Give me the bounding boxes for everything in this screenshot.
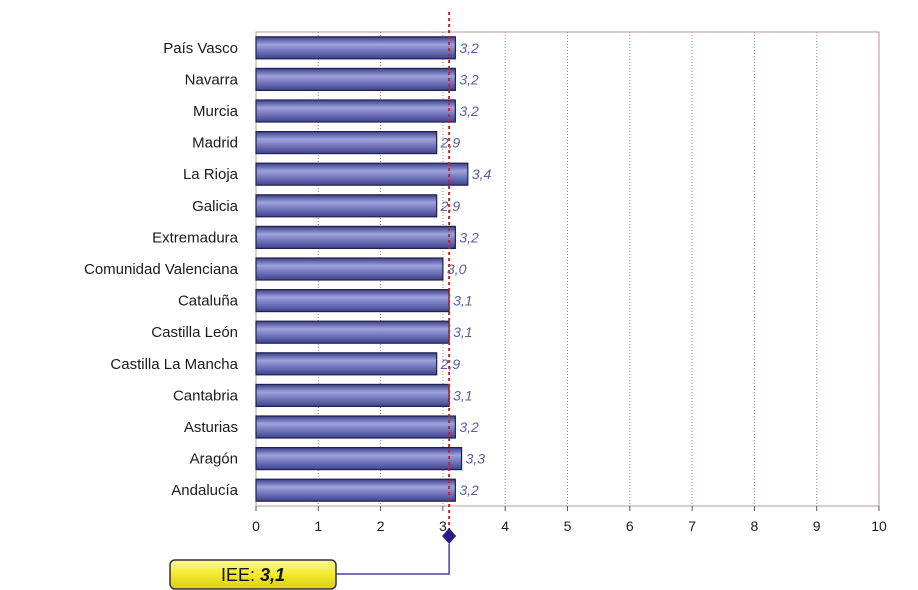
average-label-value: 3,1 <box>260 565 285 585</box>
x-tick-label: 4 <box>501 518 509 534</box>
x-tick-label: 6 <box>626 518 634 534</box>
average-marker <box>442 528 457 544</box>
data-label: 3,2 <box>459 482 479 498</box>
bar <box>255 289 450 313</box>
average-reference-group: IEE: 3,1 <box>169 12 457 590</box>
average-callout <box>169 559 337 590</box>
x-tick-label: 7 <box>688 518 696 534</box>
x-tick-label: 8 <box>751 518 759 534</box>
average-label-prefix: IEE: <box>221 565 260 585</box>
category-label: Castilla La Mancha <box>110 356 238 373</box>
data-label: 3,1 <box>453 293 472 309</box>
bar <box>255 162 469 186</box>
data-label: 3,1 <box>453 324 472 340</box>
x-tick-label: 2 <box>377 518 385 534</box>
data-label: 2,9 <box>440 356 461 372</box>
bar <box>255 478 456 502</box>
category-label: Andalucía <box>171 482 238 499</box>
x-axis-ticks-group: 0 1 2 3 4 5 6 7 8 9 10 <box>252 506 887 534</box>
bar <box>255 194 438 218</box>
category-label: Madrid <box>192 135 238 152</box>
category-label: Castilla León <box>151 324 238 341</box>
category-labels-group: País Vasco Navarra Murcia Madrid La Rioja Gal… <box>84 40 239 499</box>
data-label: 3,4 <box>472 166 492 182</box>
data-labels-group: 3,23,23,22,93,42,93,23,03,13,12,93,13,23… <box>440 40 492 498</box>
bar <box>255 67 456 92</box>
category-label: Extremadura <box>152 229 239 246</box>
bar <box>255 415 456 439</box>
category-label: País Vasco <box>163 40 238 57</box>
data-label: 3,2 <box>459 40 479 56</box>
category-label: Asturias <box>184 419 238 436</box>
x-tick-label: 10 <box>871 518 887 534</box>
callout-connector <box>336 544 451 575</box>
bar <box>255 36 456 60</box>
data-label: 3,2 <box>459 419 479 435</box>
category-label: Galicia <box>192 198 239 215</box>
category-label: La Rioja <box>183 166 239 183</box>
data-label: 3,2 <box>459 103 479 119</box>
data-label: 3,1 <box>453 387 472 403</box>
data-label: 3,0 <box>447 261 467 277</box>
x-tick-label: 1 <box>314 518 322 534</box>
bars-group <box>255 36 469 502</box>
x-tick-label: 0 <box>252 518 260 534</box>
category-label: Aragón <box>190 451 238 468</box>
x-tick-label: 3 <box>439 518 447 534</box>
data-label: 3,3 <box>466 451 486 467</box>
data-label: 2,9 <box>440 135 461 151</box>
bar <box>255 225 456 249</box>
category-label: Navarra <box>185 71 239 88</box>
category-label: Murcia <box>193 103 239 120</box>
average-callout-label: IEE: 3,1 <box>221 565 285 585</box>
bar <box>255 320 450 344</box>
bar <box>255 352 438 376</box>
x-tick-label: 9 <box>813 518 821 534</box>
bar <box>255 99 456 123</box>
bar <box>255 383 450 407</box>
data-label: 3,2 <box>459 229 479 245</box>
bar <box>255 257 444 281</box>
bar <box>255 447 463 471</box>
category-label: Cataluña <box>178 293 239 310</box>
x-tick-label: 5 <box>564 518 572 534</box>
category-label: Cantabria <box>173 387 239 404</box>
category-label: Comunidad Valenciana <box>84 261 239 278</box>
bar <box>255 131 438 155</box>
data-label: 3,2 <box>459 71 479 87</box>
